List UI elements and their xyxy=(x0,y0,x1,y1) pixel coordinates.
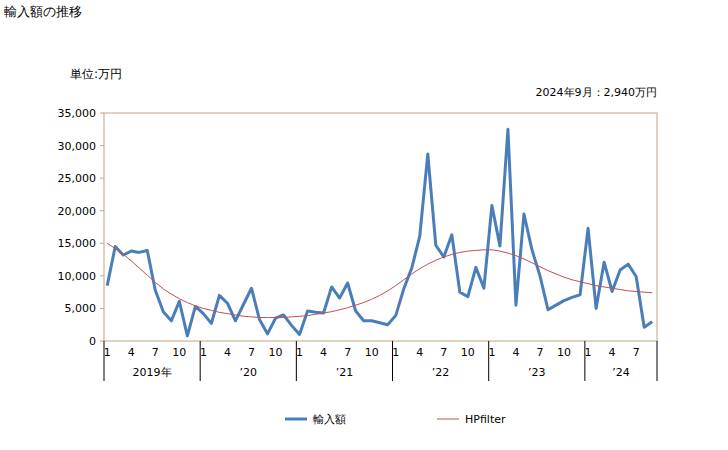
legend-label: 輸入額 xyxy=(313,413,346,426)
plot-frame xyxy=(104,113,657,341)
y-tick xyxy=(100,275,104,276)
legend-swatch xyxy=(437,419,459,420)
legend-label: HPfilter xyxy=(465,413,506,426)
y-tick xyxy=(100,341,104,342)
x-tick-label: 7 xyxy=(248,346,255,359)
annotation: 2024年9月：2,940万円 xyxy=(536,86,657,99)
x-tick-label: 7 xyxy=(152,346,159,359)
x-tick-label: 10 xyxy=(172,346,186,359)
subtitle: 単位:万円 xyxy=(70,67,122,81)
x-tick-label: 7 xyxy=(344,346,351,359)
y-tick-label: 15,000 xyxy=(58,237,97,250)
x-tick-label: 1 xyxy=(488,346,495,359)
x-tick-label: 1 xyxy=(104,346,111,359)
y-tick xyxy=(100,243,104,244)
year-separator xyxy=(657,341,658,381)
year-label: ’24 xyxy=(612,366,630,379)
y-tick-label: 20,000 xyxy=(58,205,97,218)
x-tick-label: 4 xyxy=(512,346,519,359)
x-tick-label: 7 xyxy=(440,346,447,359)
x-tick-label: 4 xyxy=(416,346,423,359)
year-label: ’20 xyxy=(240,366,258,379)
y-tick xyxy=(100,178,104,179)
year-separator xyxy=(296,341,297,381)
series-line xyxy=(107,243,652,317)
y-tick-label: 0 xyxy=(89,335,96,348)
x-tick-label: 10 xyxy=(557,346,571,359)
y-tick-label: 25,000 xyxy=(58,172,97,185)
y-tick xyxy=(100,145,104,146)
x-tick-label: 4 xyxy=(609,346,616,359)
x-tick-label: 10 xyxy=(365,346,379,359)
y-tick-label: 5,000 xyxy=(65,302,97,315)
title: 輸入額の推移 xyxy=(4,4,82,19)
year-separator xyxy=(584,341,585,381)
x-tick-label: 7 xyxy=(633,346,640,359)
plot-area xyxy=(107,129,652,336)
x-tick-label: 1 xyxy=(200,346,207,359)
year-separator xyxy=(488,341,489,381)
x-tick-label: 1 xyxy=(585,346,592,359)
x-tick-label: 7 xyxy=(536,346,543,359)
year-label: ’23 xyxy=(528,366,546,379)
year-label: ’21 xyxy=(336,366,354,379)
year-separator xyxy=(392,341,393,381)
year-separator xyxy=(104,341,105,381)
year-label: ’22 xyxy=(432,366,450,379)
legend-swatch xyxy=(285,418,307,421)
chart: 輸入額の推移単位:万円 2024年9月：2,940万円 0 5,000 10,000 15… xyxy=(0,0,728,450)
series-line xyxy=(107,129,652,336)
x-tick-label: 10 xyxy=(269,346,283,359)
y-tick-label: 30,000 xyxy=(58,140,97,153)
year-separator xyxy=(200,341,201,381)
y-tick-label: 10,000 xyxy=(58,270,97,283)
y-tick xyxy=(100,308,104,309)
x-tick-label: 4 xyxy=(224,346,231,359)
y-tick xyxy=(100,113,104,114)
y-tick-label: 35,000 xyxy=(58,107,97,120)
x-tick-label: 1 xyxy=(296,346,303,359)
x-tick-label: 4 xyxy=(320,346,327,359)
year-label: 2019年 xyxy=(133,366,172,379)
x-tick-label: 4 xyxy=(128,346,135,359)
y-tick xyxy=(100,210,104,211)
x-tick-label: 10 xyxy=(461,346,475,359)
x-tick-label: 1 xyxy=(392,346,399,359)
